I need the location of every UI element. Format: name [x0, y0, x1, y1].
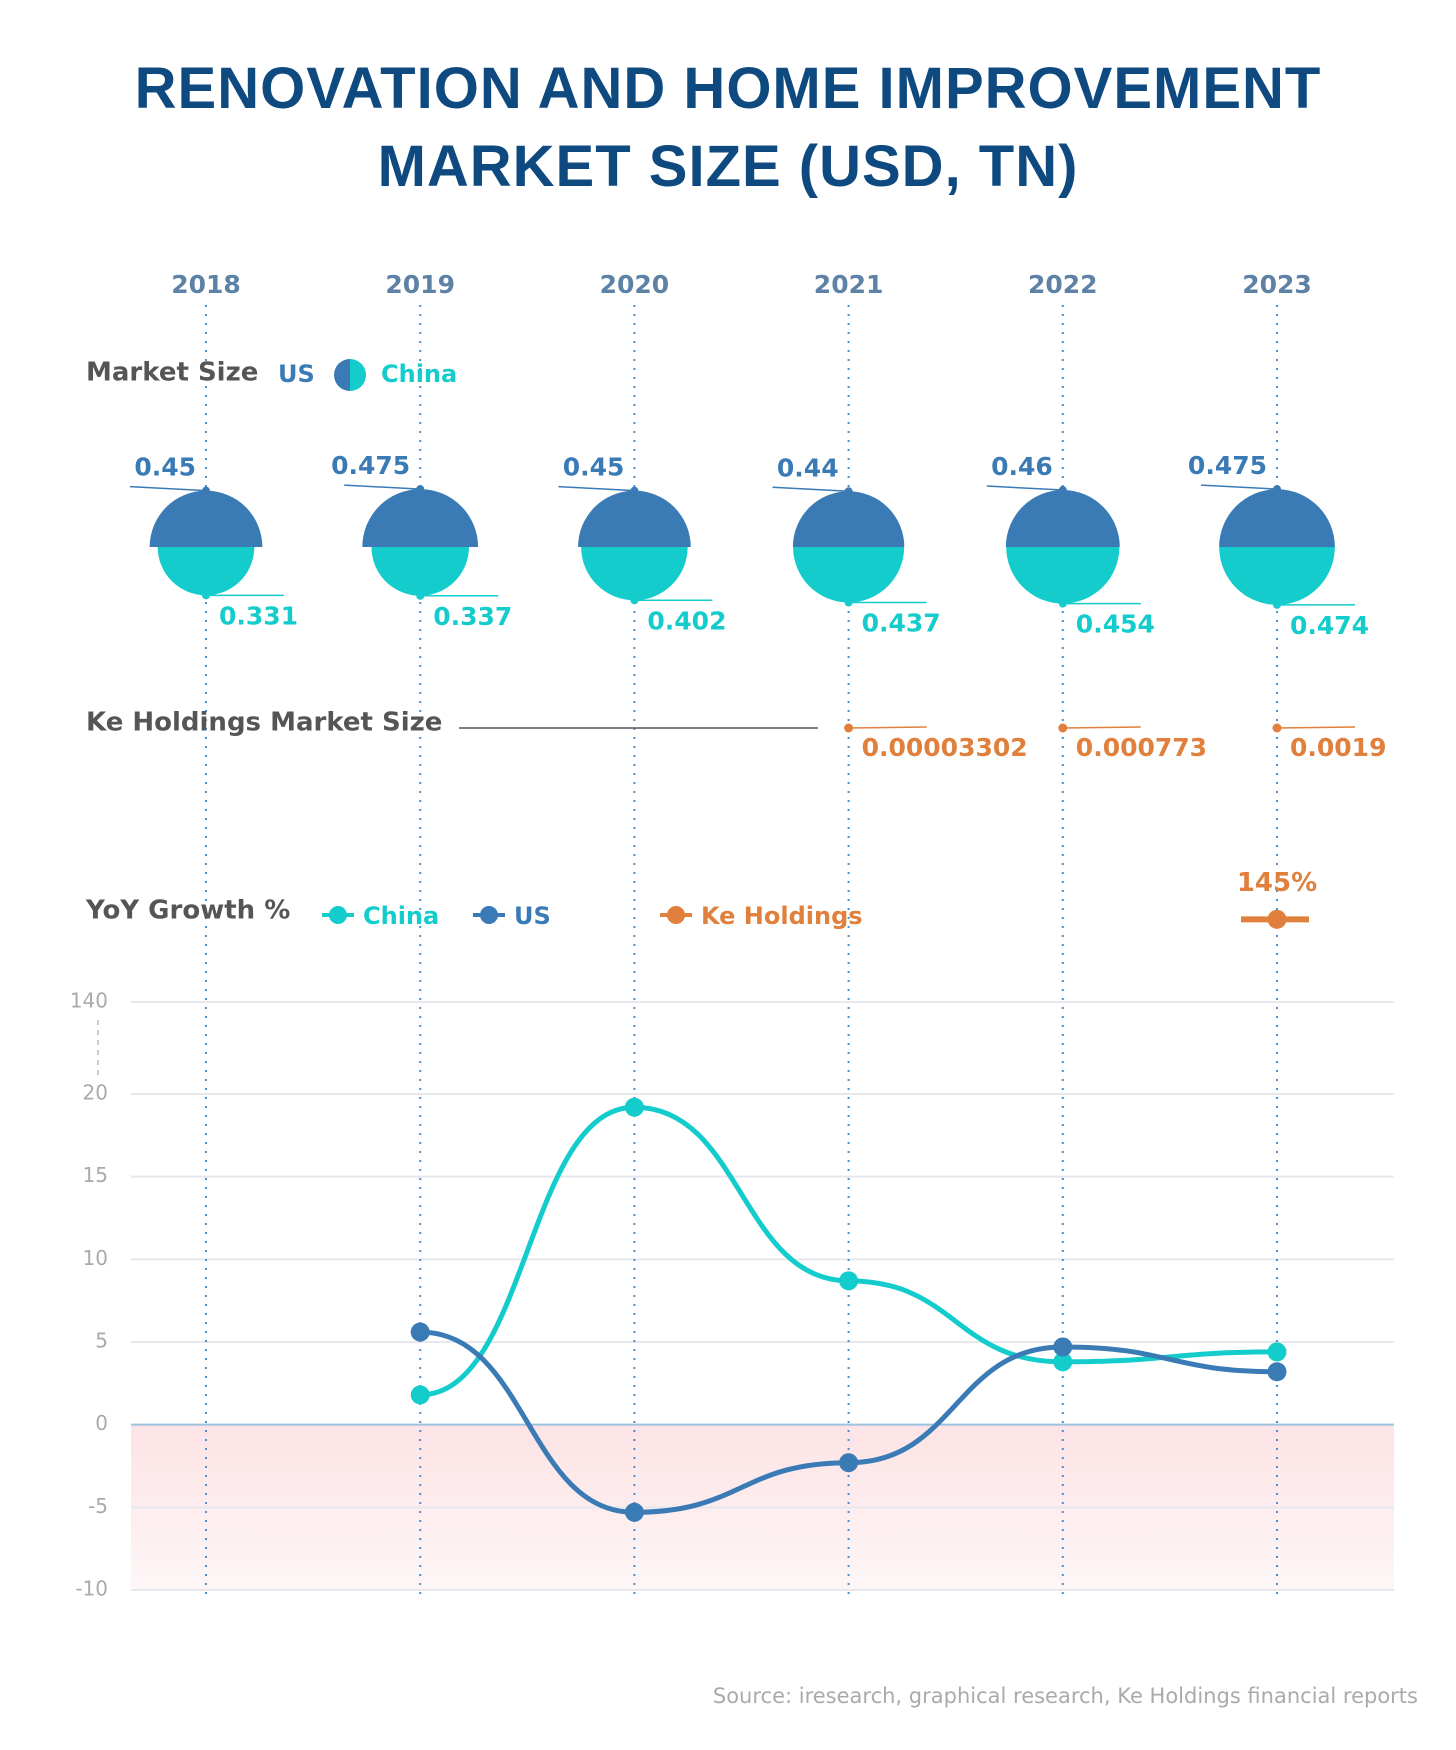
legend-dot: [667, 906, 685, 924]
y-tick-label: -10: [75, 1577, 108, 1601]
value-label: 0.475: [1188, 451, 1267, 480]
ke-dot: [1058, 723, 1068, 733]
section-label: Market Size: [86, 358, 258, 388]
value-label: 0.331: [219, 601, 298, 630]
y-tick-label: -5: [88, 1494, 108, 1518]
series-dot: [839, 1453, 859, 1473]
legend-dot: [480, 906, 498, 924]
series-dot: [1267, 909, 1287, 929]
value-label: 0.402: [647, 606, 726, 635]
series-dot: [410, 1322, 430, 1342]
us-half: [578, 490, 691, 547]
anchor-dot: [844, 487, 853, 496]
legend-label: US: [514, 902, 551, 930]
y-tick-label: 10: [83, 1246, 108, 1270]
value-label: 0.0019: [1290, 733, 1386, 762]
value-label: 0.337: [433, 602, 512, 631]
source: Source: iresearch, graphical research, K…: [713, 1684, 1418, 1708]
anchor-dot: [630, 596, 639, 605]
title: RENOVATION AND HOME IMPROVEMENT MARKET S…: [134, 56, 1322, 199]
us-half: [792, 491, 905, 547]
series-dot: [624, 1097, 644, 1117]
leader: [1062, 726, 1141, 729]
leader: [986, 485, 1063, 491]
value-label: 0.475: [331, 451, 410, 480]
anchor-dot: [1273, 485, 1281, 494]
china-half: [371, 547, 469, 596]
series-dot: [1053, 1352, 1073, 1372]
value-label: 145%: [1237, 868, 1317, 898]
value-label: 0.44: [777, 453, 839, 482]
leader: [129, 485, 207, 492]
y-tick-label: 5: [95, 1329, 108, 1353]
year-label: 2022: [1028, 270, 1098, 299]
year-label: 2018: [171, 270, 241, 299]
legend-marker: [334, 359, 350, 391]
value-label: 0.000773: [1076, 733, 1207, 762]
year-label: 2021: [814, 270, 884, 299]
china-half: [1219, 547, 1335, 605]
value-label: 0.45: [134, 453, 196, 482]
value-label: 0.46: [991, 452, 1053, 481]
legend-label: Ke Holdings: [701, 902, 863, 930]
series-dot: [1053, 1337, 1073, 1357]
legend-dot: [329, 906, 347, 924]
legend-marker: [350, 359, 366, 391]
leader: [558, 485, 635, 492]
china-half: [581, 547, 688, 601]
series-dot: [410, 1385, 430, 1405]
value-label: 0.00003302: [862, 733, 1028, 762]
series-dot: [1267, 1362, 1287, 1382]
year-label: 2019: [385, 270, 455, 299]
legend-label: China: [381, 360, 457, 388]
china-half: [157, 547, 255, 596]
legend-label: US: [278, 360, 315, 388]
leader: [1200, 484, 1278, 490]
leader: [1276, 726, 1356, 729]
series-dot: [839, 1271, 859, 1291]
china-half: [1006, 547, 1120, 604]
year-label: 2020: [600, 270, 670, 299]
legend-label: China: [363, 902, 439, 930]
y-tick-label: 20: [83, 1081, 108, 1105]
ke-dot: [1272, 723, 1282, 733]
y-tick-label: 15: [83, 1163, 108, 1187]
y-tick-label: 0: [95, 1411, 108, 1435]
series-dot: [624, 1502, 644, 1522]
anchor-dot: [844, 598, 853, 607]
us-half: [362, 489, 479, 547]
y-tick-label: 140: [70, 989, 108, 1013]
anchor-dot: [202, 591, 210, 600]
year-label: 2023: [1242, 270, 1312, 299]
section-label: Ke Holdings Market Size: [86, 708, 442, 738]
anchor-dot: [202, 486, 210, 495]
anchor-dot: [1273, 600, 1281, 609]
series-line: [417, 1104, 1280, 1398]
leader: [344, 484, 421, 490]
us-half: [1005, 490, 1120, 547]
anchor-dot: [1058, 599, 1067, 608]
leader: [772, 486, 849, 493]
anchor-dot: [1058, 486, 1067, 495]
value-label: 0.437: [862, 609, 941, 638]
value-label: 0.474: [1290, 611, 1369, 640]
us-half: [149, 490, 263, 547]
leader: [848, 726, 927, 729]
ke-dot: [844, 723, 854, 733]
anchor-dot: [416, 591, 425, 600]
us-half: [1219, 489, 1335, 547]
china-half: [793, 547, 905, 603]
section-label: YoY Growth %: [85, 896, 290, 926]
anchor-dot: [630, 486, 639, 495]
anchor-dot: [416, 485, 425, 494]
series-dot: [1267, 1342, 1287, 1362]
value-label: 0.454: [1076, 610, 1155, 639]
value-label: 0.45: [563, 453, 625, 482]
